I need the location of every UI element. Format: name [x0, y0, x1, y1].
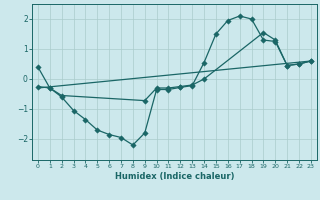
X-axis label: Humidex (Indice chaleur): Humidex (Indice chaleur)	[115, 172, 234, 181]
